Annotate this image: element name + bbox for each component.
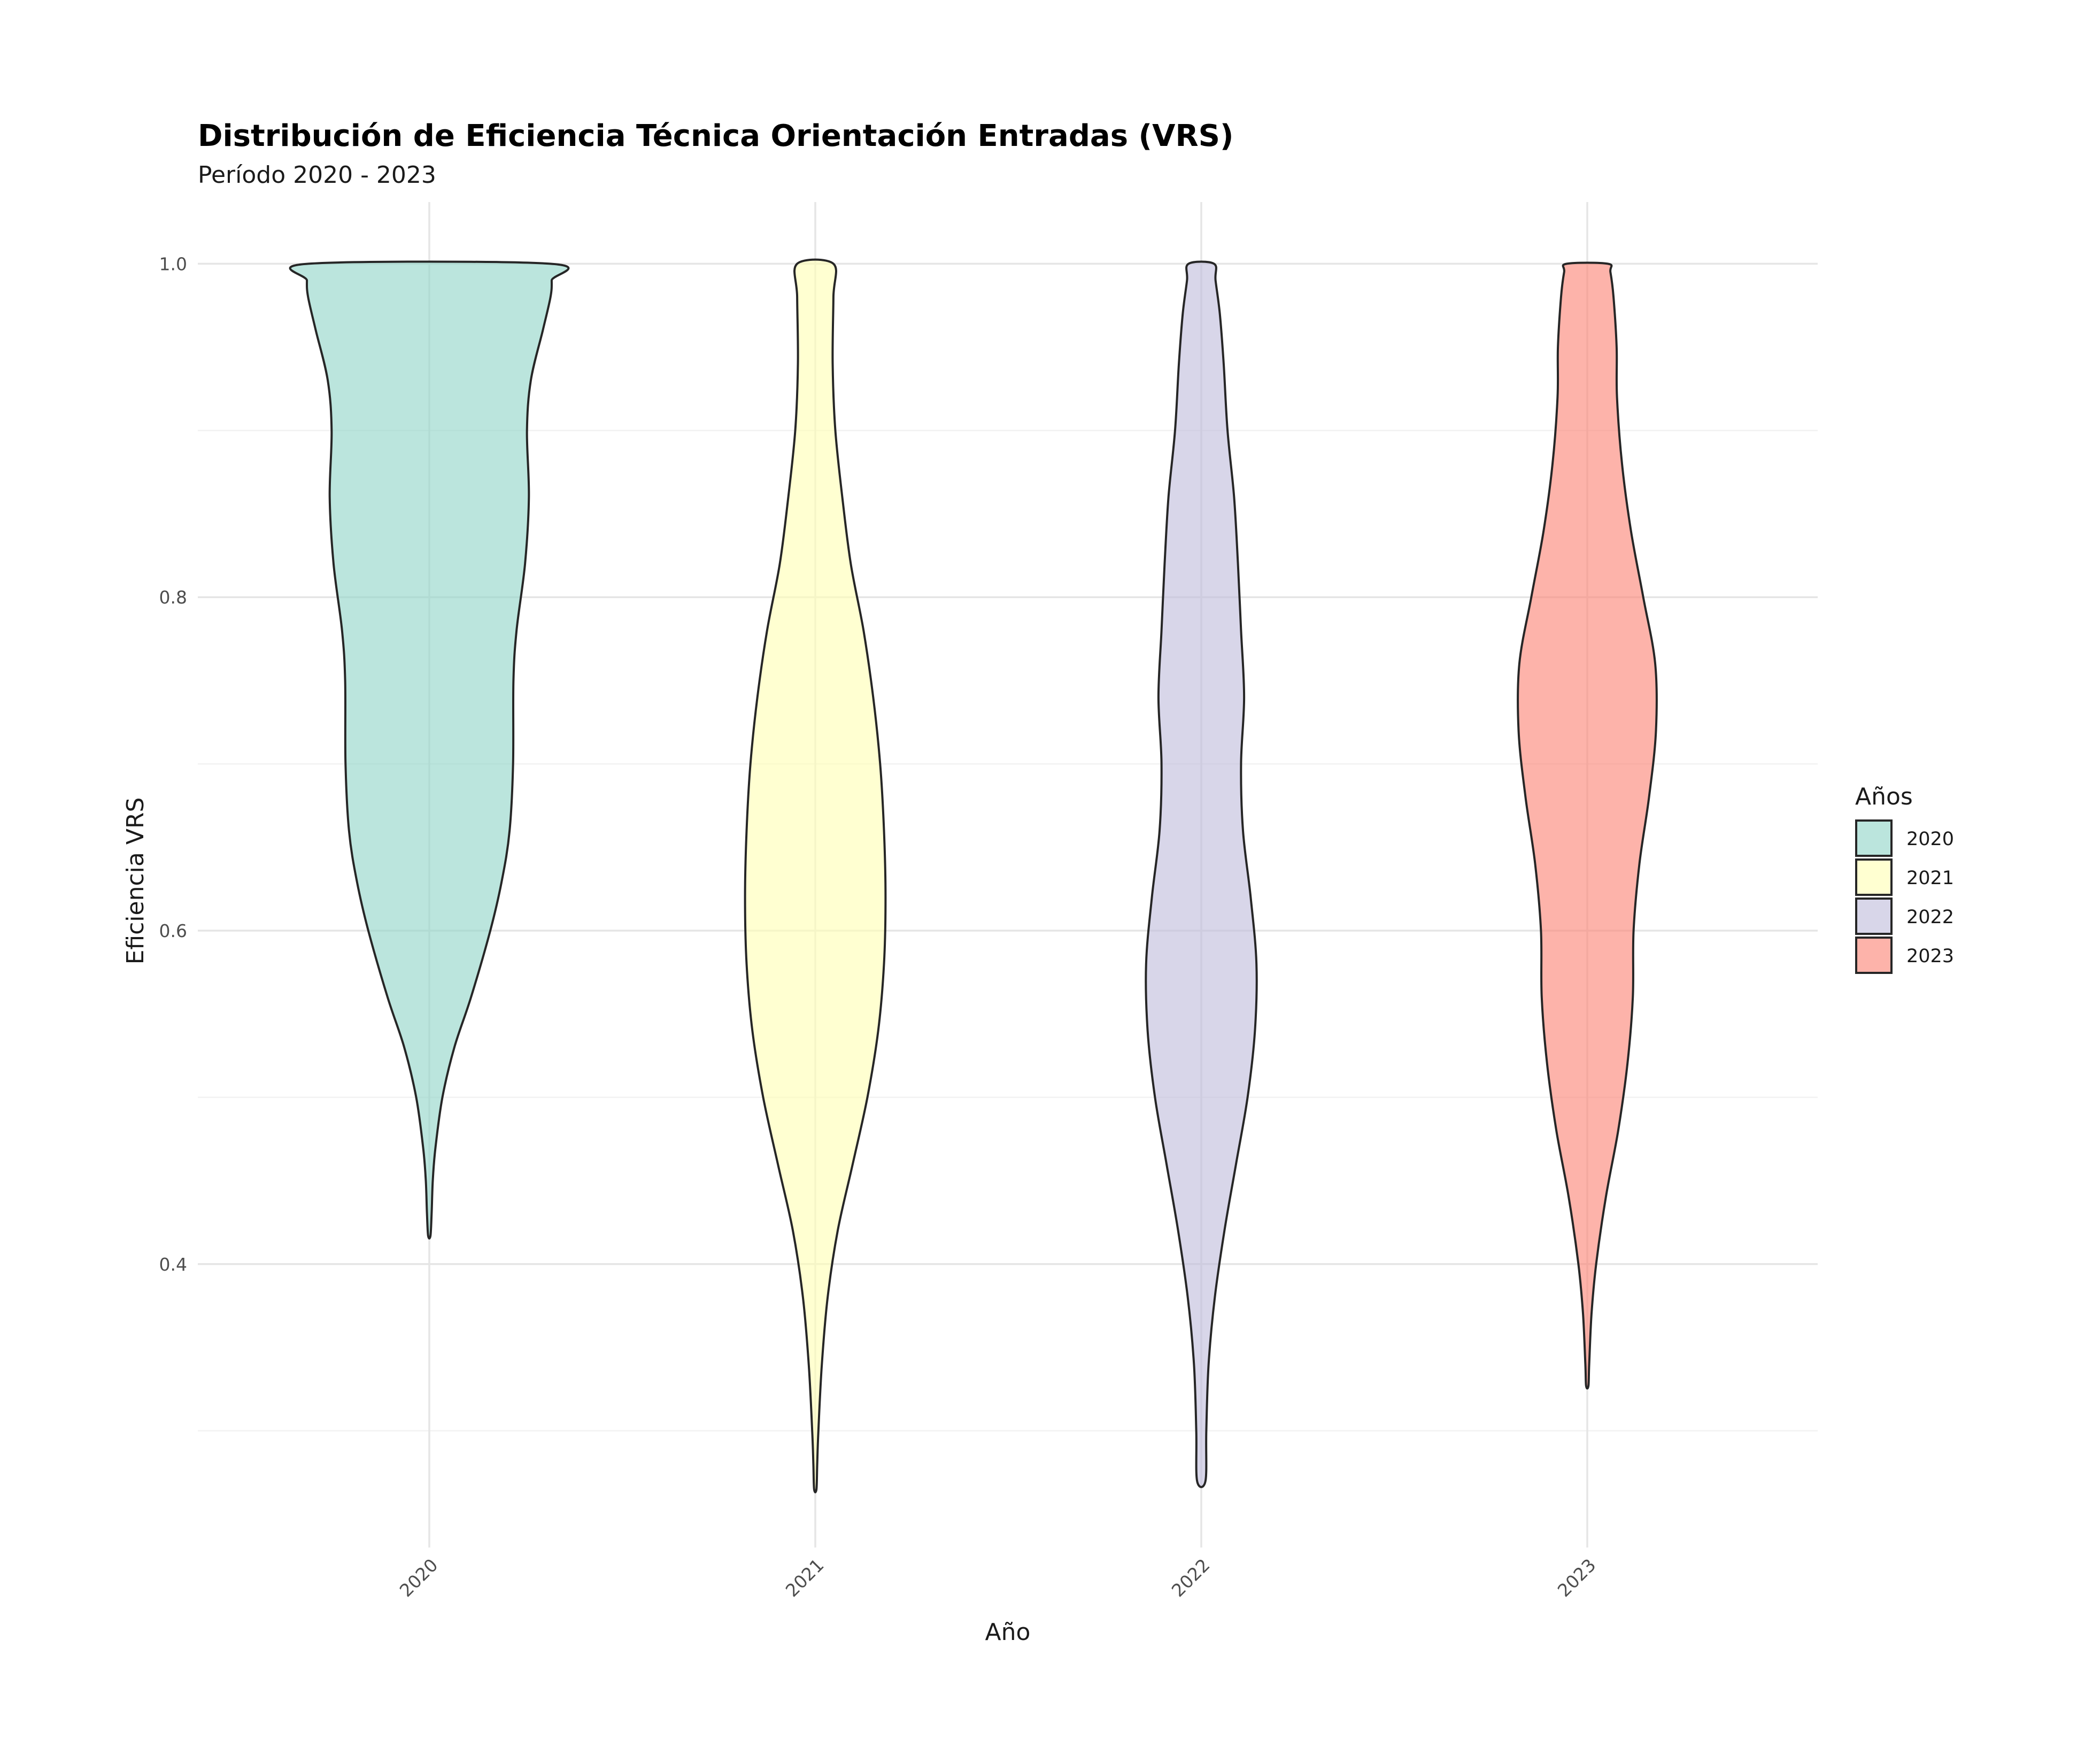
legend-label: 2023 [1906, 946, 1954, 967]
legend-key-2021 [1855, 858, 1893, 896]
x-axis-ticks: 2020 2021 2022 2023 [396, 1554, 1600, 1601]
x-tick-label: 2020 [396, 1554, 442, 1601]
y-axis-title: Eficiencia VRS [122, 798, 149, 965]
legend-label: 2021 [1906, 868, 1954, 889]
x-tick-label: 2023 [1554, 1554, 1600, 1601]
violins [289, 258, 1658, 1494]
violin-2020 [289, 260, 570, 1240]
legend-title: Años [1855, 783, 1913, 810]
x-axis-title: Año [985, 1619, 1031, 1646]
legend-label: 2022 [1906, 907, 1954, 928]
x-tick-label: 2022 [1168, 1554, 1214, 1601]
violin-2023 [1517, 261, 1658, 1390]
legend: Años 2020 2021 2022 2023 [1855, 783, 1954, 974]
legend-label: 2020 [1906, 829, 1954, 850]
legend-key-2022 [1855, 898, 1893, 935]
y-tick-label: 0.4 [159, 1254, 187, 1275]
legend-key-2020 [1855, 819, 1893, 857]
y-tick-label: 0.6 [159, 920, 187, 941]
violin-2021 [744, 258, 887, 1494]
legend-key-2023 [1855, 937, 1893, 974]
chart-title: Distribución de Eficiencia Técnica Orien… [198, 119, 1234, 153]
chart-subtitle: Período 2020 - 2023 [198, 161, 436, 189]
y-tick-label: 1.0 [159, 253, 187, 274]
violin-2022 [1145, 260, 1258, 1488]
x-tick-label: 2021 [782, 1554, 828, 1601]
y-axis-ticks: 0.4 0.6 0.8 1.0 [159, 253, 187, 1274]
y-tick-label: 0.8 [159, 587, 187, 608]
